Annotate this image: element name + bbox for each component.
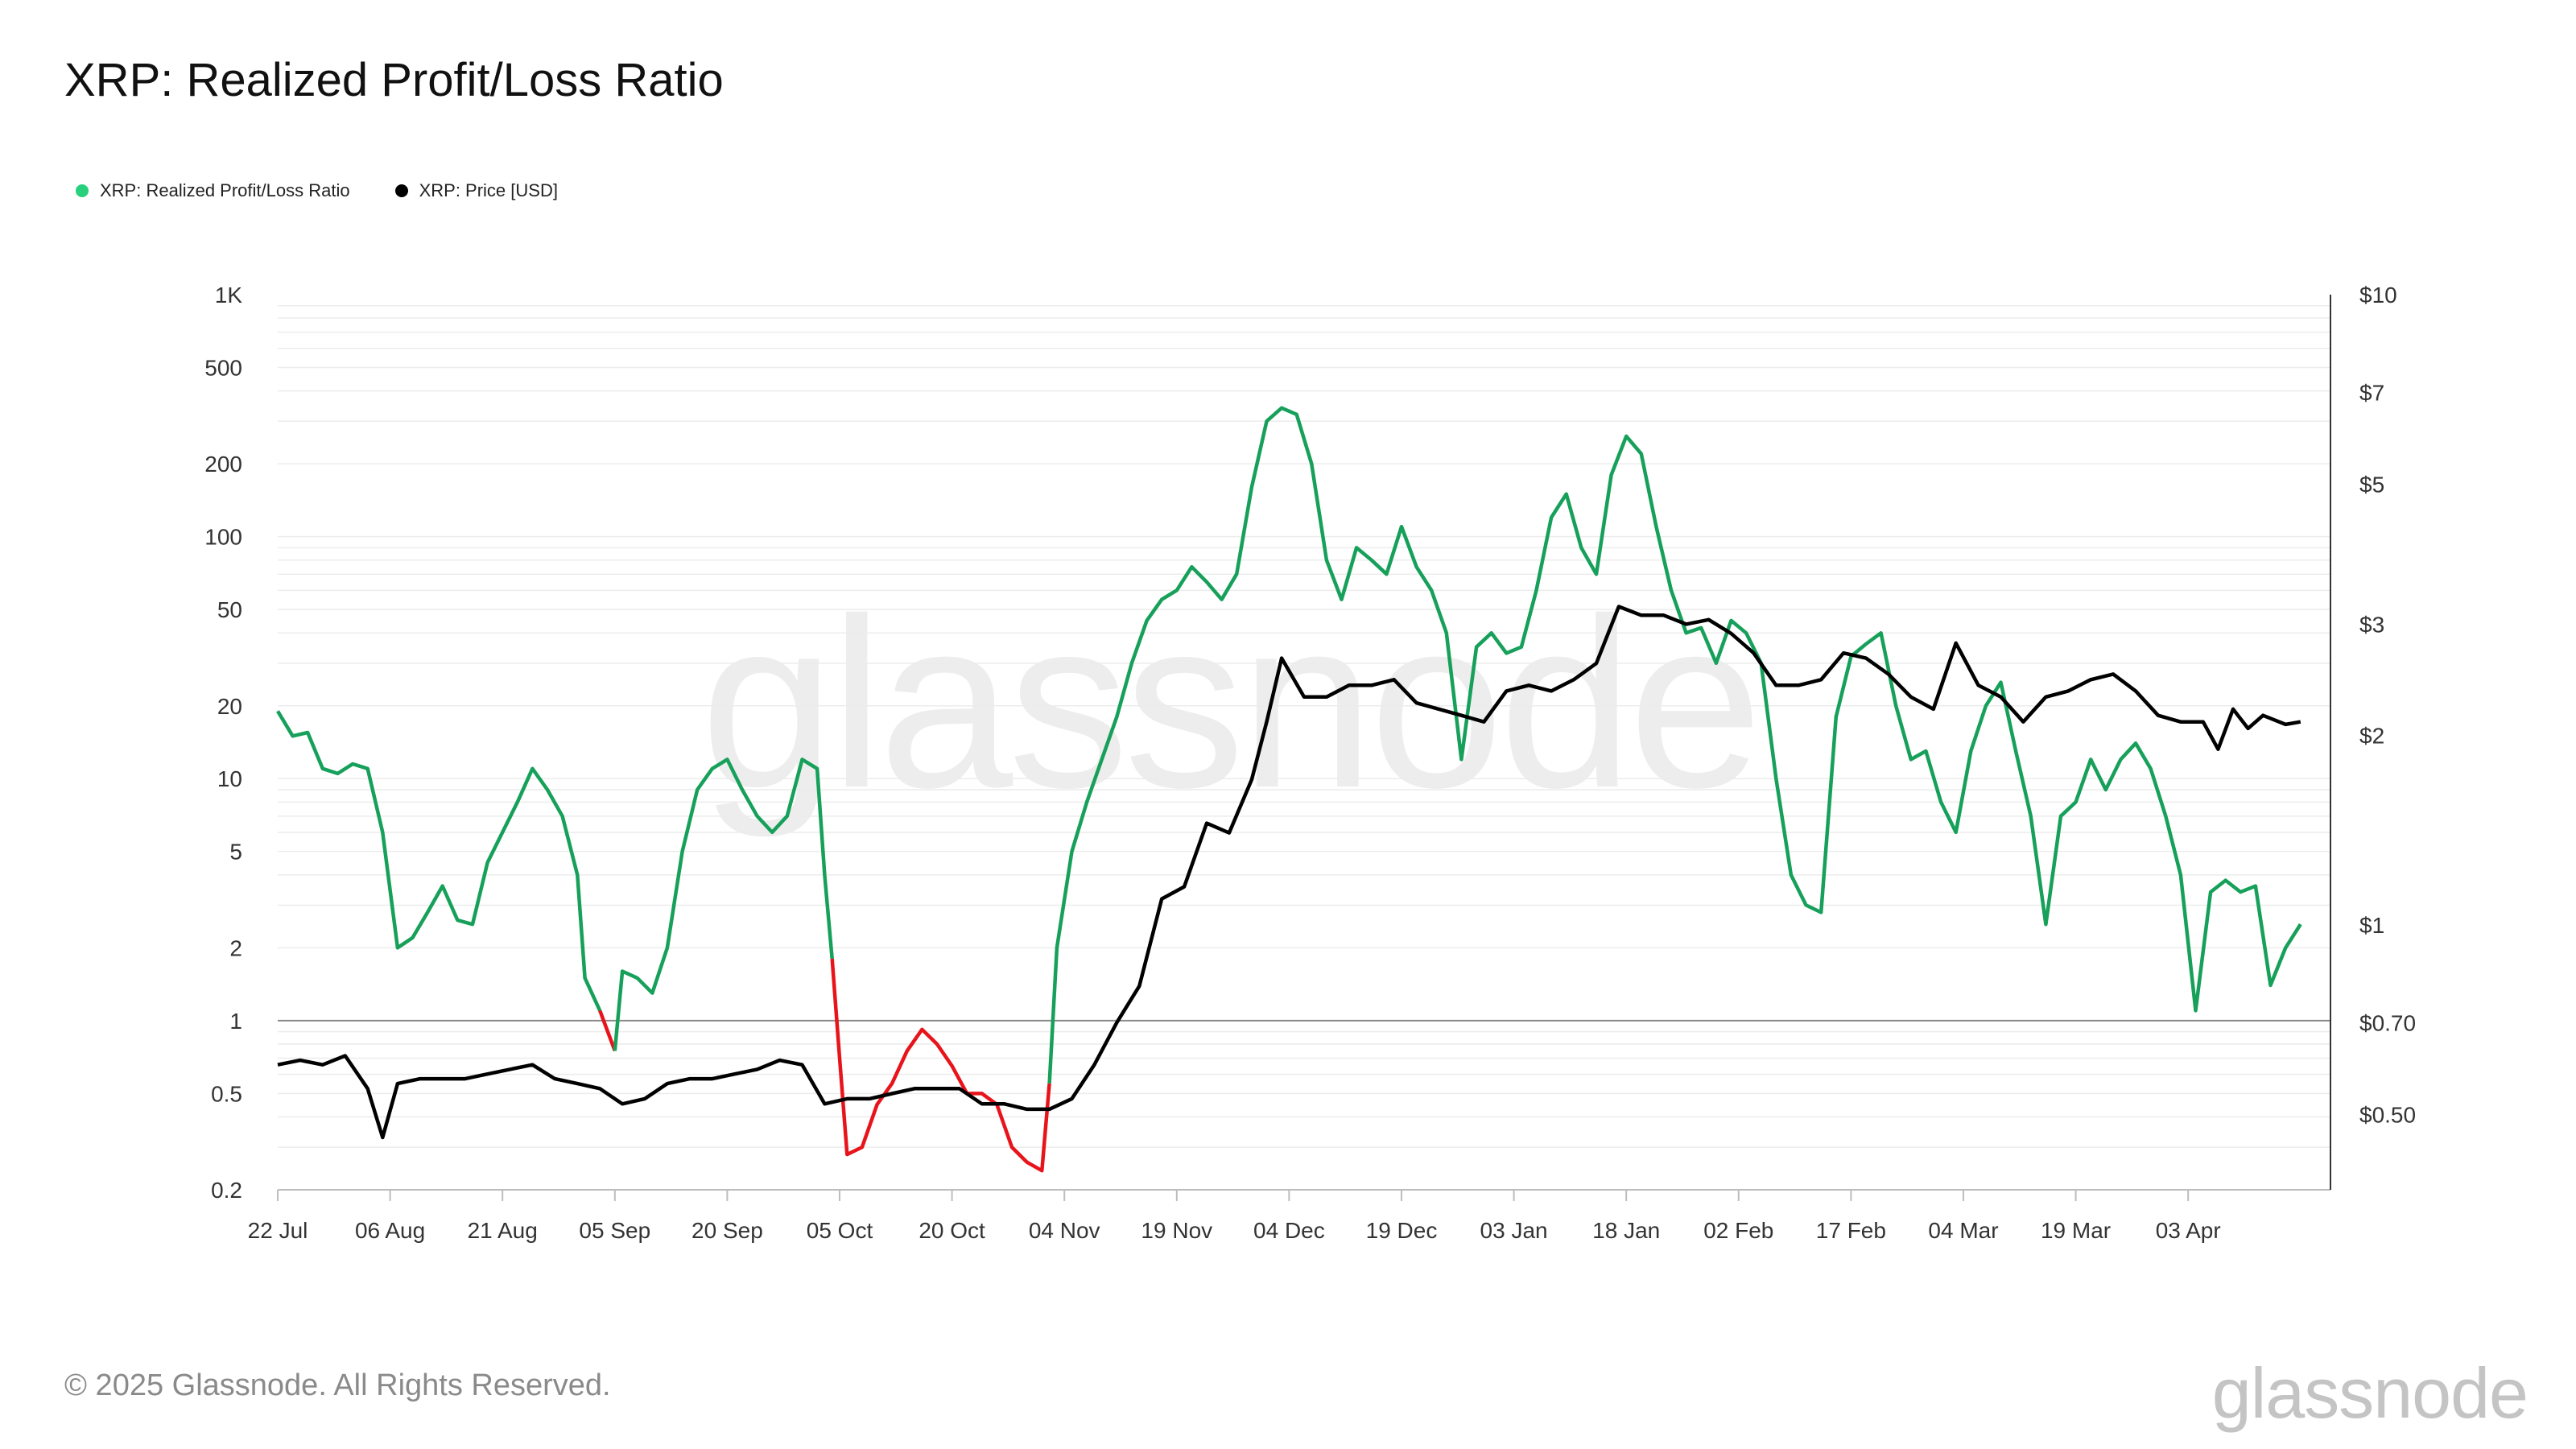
left-tick-label: 0.5 — [211, 1081, 242, 1106]
x-axis-ticks: 22 Jul 06 Aug 21 Aug 05 Sep 20 Sep 05 Oct 20 O… — [248, 1190, 2221, 1243]
ratio-line-profit — [276, 710, 602, 1012]
legend-label-price: XRP: Price [USD] — [419, 180, 558, 200]
ratio-line-profit — [1047, 406, 2302, 1084]
left-tick-label: 1 — [229, 1009, 242, 1034]
x-tick-label: 05 Oct — [807, 1218, 873, 1243]
left-tick-label: 10 — [217, 766, 242, 791]
legend-item-ratio[interactable]: XRP: Realized Profit/Loss Ratio — [76, 180, 350, 201]
right-tick-label: $0.70 — [2359, 1010, 2416, 1035]
x-tick-label: 04 Nov — [1029, 1218, 1100, 1243]
right-tick-label: $7 — [2359, 380, 2384, 405]
legend-label-ratio: XRP: Realized Profit/Loss Ratio — [100, 180, 350, 200]
copyright-notice: © 2025 Glassnode. All Rights Reserved. — [64, 1368, 611, 1402]
legend-item-price[interactable]: XRP: Price [USD] — [394, 180, 558, 201]
right-tick-label: $0.50 — [2359, 1103, 2416, 1128]
legend-dot-ratio — [76, 184, 89, 197]
x-tick-label: 02 Feb — [1703, 1218, 1773, 1243]
series-realized-profit-loss-ratio — [276, 406, 2302, 1173]
ratio-line-profit — [613, 758, 834, 1051]
left-tick-label: 50 — [217, 597, 242, 622]
left-tick-label: 20 — [217, 694, 242, 719]
right-tick-label: $1 — [2359, 913, 2384, 938]
right-tick-label: $2 — [2359, 723, 2384, 748]
left-tick-label: 2 — [229, 935, 242, 960]
grid — [278, 305, 2330, 1191]
x-tick-label: 18 Jan — [1592, 1218, 1660, 1243]
ratio-line-loss — [830, 958, 1051, 1173]
x-tick-label: 03 Jan — [1480, 1218, 1548, 1243]
x-tick-label: 17 Feb — [1816, 1218, 1886, 1243]
chart-title: XRP: Realized Profit/Loss Ratio — [64, 54, 724, 106]
left-tick-label: 200 — [204, 452, 242, 477]
left-axis-ticks: 1K 500 200 100 50 20 10 5 2 1 0.5 0.2 — [204, 283, 242, 1203]
ratio-line-loss — [598, 1009, 617, 1052]
right-tick-label: $3 — [2359, 612, 2384, 637]
x-tick-label: 22 Jul — [248, 1218, 308, 1243]
x-tick-label: 19 Mar — [2041, 1218, 2111, 1243]
x-tick-label: 19 Dec — [1366, 1218, 1438, 1243]
right-axis-ticks: $10 $7 $5 $3 $2 $1 $0.70 $0.50 — [2359, 283, 2416, 1128]
legend-dot-price — [394, 184, 408, 197]
left-tick-label: 5 — [229, 840, 242, 865]
x-tick-label: 21 Aug — [468, 1218, 538, 1243]
legend: XRP: Realized Profit/Loss Ratio XRP: Pri… — [76, 180, 558, 201]
left-tick-label: 1K — [215, 283, 243, 308]
price-line — [277, 605, 2301, 1140]
x-tick-label: 20 Sep — [691, 1218, 763, 1243]
right-tick-label: $5 — [2359, 473, 2384, 497]
x-tick-label: 20 Oct — [919, 1218, 985, 1243]
axes — [278, 295, 2331, 1191]
series-price — [277, 605, 2301, 1140]
x-tick-label: 04 Mar — [1928, 1218, 1998, 1243]
left-tick-label: 500 — [204, 355, 242, 380]
x-tick-label: 05 Sep — [579, 1218, 650, 1243]
left-tick-label: 100 — [204, 525, 242, 550]
x-tick-label: 04 Dec — [1253, 1218, 1325, 1243]
x-tick-label: 03 Apr — [2156, 1218, 2221, 1243]
brand-logo: glassnode — [2211, 1353, 2529, 1433]
x-tick-label: 06 Aug — [355, 1218, 425, 1243]
right-tick-label: $10 — [2359, 283, 2397, 308]
left-tick-label: 0.2 — [211, 1178, 242, 1203]
x-tick-label: 19 Nov — [1141, 1218, 1212, 1243]
